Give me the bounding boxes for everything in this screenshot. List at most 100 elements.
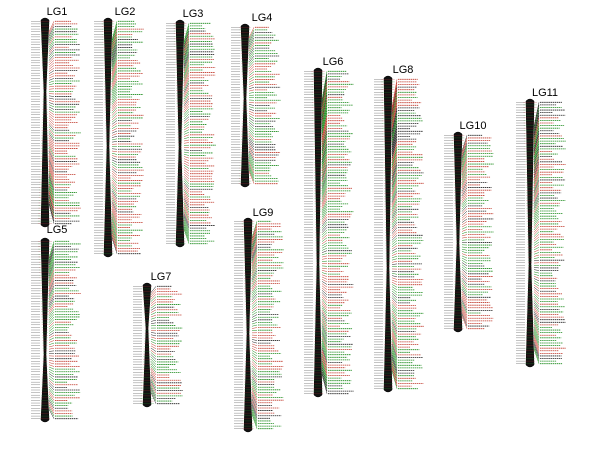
linkage-group: LG7 [133, 271, 183, 408]
marker-connector [251, 361, 258, 367]
marker-connector [321, 125, 328, 147]
marker-connector [321, 183, 328, 196]
marker-connector [461, 289, 468, 298]
marker-connector [251, 412, 258, 427]
marker-connector [48, 259, 55, 274]
marker-connector [183, 113, 190, 120]
marker-connector [251, 304, 258, 309]
marker-connector [391, 357, 398, 374]
marker-connector [111, 99, 118, 107]
marker-connector [111, 36, 118, 54]
marker-connector [111, 168, 118, 173]
marker-connector [48, 406, 55, 417]
lg-label: LG4 [252, 12, 273, 24]
marker-connector [150, 361, 157, 368]
marker-connector [48, 115, 55, 121]
marker-connector [48, 47, 55, 55]
marker-connector [321, 92, 328, 118]
marker-connector [391, 196, 398, 208]
marker-connector [111, 197, 118, 207]
marker-connector [48, 26, 55, 37]
marker-connector [321, 272, 328, 275]
marker-connector [391, 321, 398, 332]
marker-connector [111, 120, 118, 125]
marker-connector [251, 296, 258, 303]
marker-connector [48, 241, 55, 259]
marker-connector [391, 87, 398, 115]
marker-connector [391, 211, 398, 221]
marker-connector [251, 396, 258, 409]
marker-connector [183, 41, 190, 58]
marker-connector [391, 232, 398, 239]
marker-connector [183, 80, 190, 91]
marker-connector [533, 309, 540, 318]
marker-connector [248, 68, 255, 74]
marker-connector [321, 347, 328, 363]
marker-connector [248, 63, 255, 70]
marker-connector [183, 119, 190, 124]
marker-connector [461, 260, 468, 264]
marker-connector [321, 314, 328, 324]
marker-connector [48, 362, 55, 365]
marker-connector [461, 145, 468, 161]
marker-connector [391, 235, 398, 241]
marker-connector [533, 276, 540, 279]
marker-connector [391, 355, 398, 371]
marker-connector [391, 191, 398, 203]
marker-connector [48, 357, 55, 359]
marker-connector [321, 247, 328, 251]
marker-connector [461, 221, 468, 225]
marker-connector [391, 297, 398, 304]
marker-connector [48, 366, 55, 370]
marker-connector [150, 336, 157, 339]
marker-connector [321, 138, 328, 158]
marker-connector [111, 195, 118, 205]
marker-connector [48, 402, 55, 411]
marker-connector [48, 395, 55, 404]
marker-connector [391, 84, 398, 113]
marker-connector [391, 159, 398, 177]
marker-connector [48, 148, 55, 159]
marker-connector [48, 243, 55, 261]
marker-connector [321, 154, 328, 171]
marker-connector [391, 157, 398, 174]
marker-connector [321, 360, 328, 379]
marker-connector [321, 336, 328, 350]
marker-connector [251, 343, 258, 346]
marker-connector [533, 311, 540, 320]
marker-connector [321, 221, 328, 229]
marker-connector [248, 135, 255, 143]
marker-connector [533, 156, 540, 173]
marker-connector [533, 254, 540, 257]
marker-connector [48, 375, 55, 380]
marker-connector [321, 146, 328, 165]
marker-connector [461, 309, 468, 321]
marker-connector [48, 340, 55, 343]
marker-connector [321, 287, 328, 293]
lg-label: LG6 [323, 56, 344, 68]
marker-connector [111, 135, 118, 138]
marker-connector [183, 202, 190, 213]
marker-connector [48, 34, 55, 44]
marker-connector [391, 295, 398, 301]
marker-connector [48, 49, 55, 57]
marker-connector [48, 135, 55, 144]
marker-connector [391, 293, 398, 298]
marker-connector [533, 231, 540, 237]
marker-connector [533, 153, 540, 171]
marker-connector [321, 316, 328, 327]
marker-connector [248, 153, 255, 163]
marker-connector [248, 150, 255, 161]
marker-connector [251, 314, 258, 318]
marker-connector [321, 112, 328, 136]
marker-connector [48, 282, 55, 294]
marker-connector [461, 251, 468, 254]
marker-connector [111, 55, 118, 69]
marker-connector [48, 337, 55, 341]
marker-connector [48, 324, 55, 330]
marker-connector [391, 361, 398, 379]
linkage-group: LG9 [234, 207, 284, 433]
marker-connector [533, 143, 540, 162]
marker-connector [48, 288, 55, 299]
marker-connector [48, 100, 55, 102]
